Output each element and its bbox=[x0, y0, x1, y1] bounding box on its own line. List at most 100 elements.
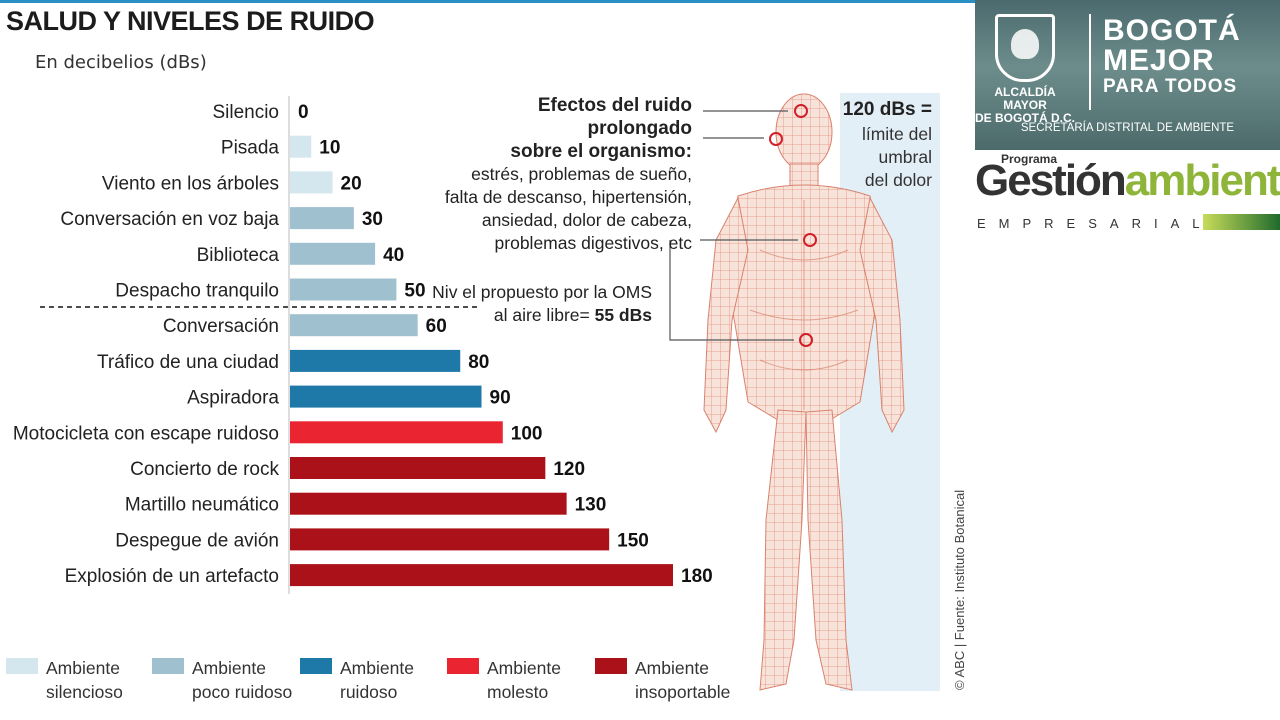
effects-line-1: estrés, problemas de sueño, bbox=[471, 164, 692, 184]
bar-despegue-de-avion bbox=[290, 528, 610, 551]
bar-conversacion-en-voz-baja bbox=[290, 207, 354, 230]
legend-label-line-1: Ambiente bbox=[192, 658, 266, 678]
category-label-martillo-neumatico: Martillo neumático bbox=[125, 495, 279, 516]
category-label-despegue-de-avion: Despegue de avión bbox=[115, 530, 279, 551]
oms-line-2-text: al aire libre= bbox=[493, 305, 590, 325]
alcaldia-text: ALCALDÍA MAYOR DE BOGOTÁ D.C. bbox=[975, 86, 1075, 125]
legend-item-silencioso: Ambiente silencioso bbox=[6, 656, 123, 704]
bogota-mejor-text: BOGOTÁ MEJOR PARA TODOS bbox=[1103, 16, 1241, 98]
value-label-pisada: 10 bbox=[319, 138, 340, 159]
category-label-silencio: Silencio bbox=[212, 102, 279, 123]
category-label-biblioteca: Biblioteca bbox=[197, 245, 280, 266]
value-label-viento-en-los-arboles: 20 bbox=[341, 173, 362, 194]
gestion-ambiental-text: Gestiónambiental bbox=[975, 156, 1280, 206]
bar-biblioteca bbox=[290, 242, 376, 265]
pain-line-1: límite del bbox=[861, 124, 932, 144]
category-label-pisada: Pisada bbox=[221, 138, 280, 159]
legend-label: Ambiente silencioso bbox=[46, 656, 123, 704]
bar-conversacion bbox=[290, 314, 418, 337]
value-label-concierto-de-rock: 120 bbox=[553, 459, 585, 480]
value-label-martillo-neumatico: 130 bbox=[575, 495, 607, 516]
bar-concierto-de-rock bbox=[290, 457, 546, 479]
logo-divider bbox=[1089, 14, 1091, 110]
bogota-line-2: MEJOR bbox=[1103, 44, 1215, 77]
chart-title: SALUD Y NIVELES DE RUIDO bbox=[6, 6, 375, 36]
legend-label: Ambiente molesto bbox=[487, 656, 561, 704]
value-label-conversacion: 60 bbox=[426, 316, 447, 337]
gestion-word: Gestión bbox=[975, 156, 1127, 205]
effects-line-2: falta de descanso, hipertensión, bbox=[444, 187, 692, 207]
oms-line-2: al aire libre= 55 dBs bbox=[420, 304, 652, 327]
category-label-trafico-de-una-ciudad: Tráfico de una ciudad bbox=[97, 352, 279, 373]
pain-line-2: umbral bbox=[878, 147, 933, 167]
alcaldia-bogota-logo: ALCALDÍA MAYOR DE BOGOTÁ D.C. BOGOTÁ MEJ… bbox=[975, 0, 1280, 150]
category-label-despacho-tranquilo: Despacho tranquilo bbox=[115, 281, 279, 302]
legend-label-line-2: silencioso bbox=[46, 682, 123, 702]
human-figure-illustration bbox=[703, 93, 905, 691]
alcaldia-line-2: DE BOGOTÁ D.C. bbox=[975, 111, 1076, 125]
category-label-conversacion: Conversación bbox=[163, 316, 279, 337]
effects-title: Efectos del ruido prolongado sobre el or… bbox=[430, 94, 692, 163]
legend-item-molesto: Ambiente molesto bbox=[447, 656, 561, 704]
value-label-despacho-tranquilo: 50 bbox=[404, 281, 425, 302]
empresarial-bar bbox=[1203, 214, 1280, 230]
bogota-line-1: BOGOTÁ bbox=[1103, 14, 1241, 47]
legend-label: Ambiente insoportable bbox=[635, 656, 730, 704]
legend-label-line-2: poco ruidoso bbox=[192, 682, 293, 702]
legend-label: Ambiente ruidoso bbox=[340, 656, 414, 704]
legend-item-ruidoso: Ambiente ruidoso bbox=[300, 656, 414, 704]
oms-annotation: Niv el propuesto por la OMS al aire libr… bbox=[420, 281, 652, 327]
ambiental-word: ambiental bbox=[1124, 156, 1280, 205]
category-label-motocicleta-con-escape-ruidoso: Motocicleta con escape ruidoso bbox=[13, 423, 279, 444]
legend-swatch bbox=[595, 658, 627, 674]
bar-viento-en-los-arboles bbox=[290, 171, 333, 194]
legend-swatch bbox=[300, 658, 332, 674]
value-label-despegue-de-avion: 150 bbox=[617, 530, 649, 551]
bar-trafico-de-una-ciudad bbox=[290, 349, 461, 372]
bar-martillo-neumatico bbox=[290, 492, 567, 515]
category-label-conversacion-en-voz-baja: Conversación en voz baja bbox=[60, 209, 279, 230]
value-label-silencio: 0 bbox=[298, 102, 309, 123]
oms-line-1: Niv el propuesto por la OMS bbox=[432, 282, 652, 302]
shield-icon bbox=[995, 14, 1055, 82]
legend-label-line-1: Ambiente bbox=[340, 658, 414, 678]
legend-label-line-1: Ambiente bbox=[487, 658, 561, 678]
value-label-aspiradora: 90 bbox=[490, 388, 511, 409]
legend-label-line-2: ruidoso bbox=[340, 682, 398, 702]
oms-value: 55 dBs bbox=[594, 305, 652, 325]
legend-swatch bbox=[6, 658, 38, 674]
legend-item-insoportable: Ambiente insoportable bbox=[595, 656, 730, 704]
category-label-viento-en-los-arboles: Viento en los árboles bbox=[102, 173, 279, 194]
bogota-line-3: PARA TODOS bbox=[1103, 76, 1238, 97]
effects-line-3: ansiedad, dolor de cabeza, bbox=[481, 210, 692, 230]
effects-list: estrés, problemas de sueño, falta de des… bbox=[430, 163, 692, 255]
pain-line-3: del dolor bbox=[864, 170, 932, 190]
value-label-conversacion-en-voz-baja: 30 bbox=[362, 209, 383, 230]
pain-threshold-text: límite del umbral del dolor bbox=[862, 123, 932, 192]
pain-threshold-title: 120 dBs = bbox=[842, 99, 932, 120]
alcaldia-line-1: ALCALDÍA MAYOR bbox=[994, 85, 1056, 112]
effects-line-4: problemas digestivos, etc bbox=[494, 233, 692, 253]
category-label-concierto-de-rock: Concierto de rock bbox=[130, 459, 279, 480]
bar-pisada bbox=[290, 135, 312, 158]
value-label-biblioteca: 40 bbox=[383, 245, 404, 266]
chart-subtitle: En decibelios (dBs) bbox=[35, 52, 207, 73]
category-label-explosion-de-un-artefacto: Explosión de un artefacto bbox=[65, 566, 279, 587]
bar-explosion-de-un-artefacto bbox=[290, 564, 673, 587]
legend-item-poco-ruidoso: Ambiente poco ruidoso bbox=[152, 656, 292, 704]
noise-effects-annotation: Efectos del ruido prolongado sobre el or… bbox=[430, 94, 692, 255]
category-label-aspiradora: Aspiradora bbox=[187, 388, 279, 409]
effects-title-line-2: sobre el organismo: bbox=[510, 141, 692, 162]
empresarial-text: EMPRESARIAL bbox=[977, 216, 1213, 231]
value-label-explosion-de-un-artefacto: 180 bbox=[681, 566, 713, 587]
annotation-pointers bbox=[669, 104, 817, 347]
effects-title-line-1: Efectos del ruido prolongado bbox=[537, 95, 692, 139]
top-accent-line bbox=[0, 0, 975, 3]
bar-despacho-tranquilo bbox=[290, 278, 397, 301]
value-label-trafico-de-una-ciudad: 80 bbox=[468, 352, 489, 373]
value-label-motocicleta-con-escape-ruidoso: 100 bbox=[511, 423, 543, 444]
legend-label-line-1: Ambiente bbox=[46, 658, 120, 678]
legend-label-line-2: molesto bbox=[487, 682, 549, 702]
source-credit: © ABC | Fuente: Instituto Botanical bbox=[952, 489, 967, 690]
legend-swatch bbox=[447, 658, 479, 674]
